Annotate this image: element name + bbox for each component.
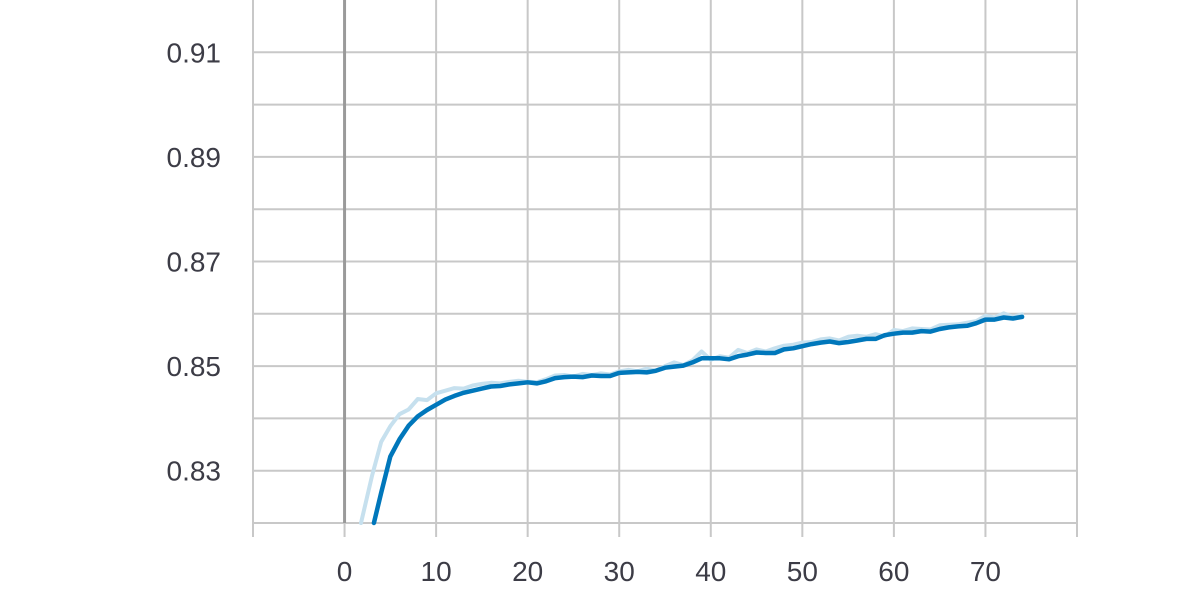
x-tick-label: 10 — [421, 556, 452, 587]
y-tick-label: 0.85 — [167, 351, 222, 382]
y-tick-label: 0.91 — [167, 37, 222, 68]
x-tick-label: 60 — [878, 556, 909, 587]
tick-labels: 0.83 0.85 0.87 0.89 0.91 0 10 20 30 40 50 60 70 — [167, 37, 1002, 587]
series-layer — [359, 311, 1025, 526]
x-tick-label: 20 — [512, 556, 543, 587]
x-tick-label: 40 — [695, 556, 726, 587]
smoothed-series-line — [371, 314, 1025, 526]
x-tick-label: 0 — [337, 556, 353, 587]
x-tick-label: 30 — [604, 556, 635, 587]
y-tick-label: 0.87 — [167, 247, 222, 278]
y-tick-label: 0.89 — [167, 142, 222, 173]
y-tick-label: 0.83 — [167, 456, 222, 487]
x-tick-label: 50 — [787, 556, 818, 587]
x-tick-label: 70 — [970, 556, 1001, 587]
grid — [252, 0, 1078, 537]
